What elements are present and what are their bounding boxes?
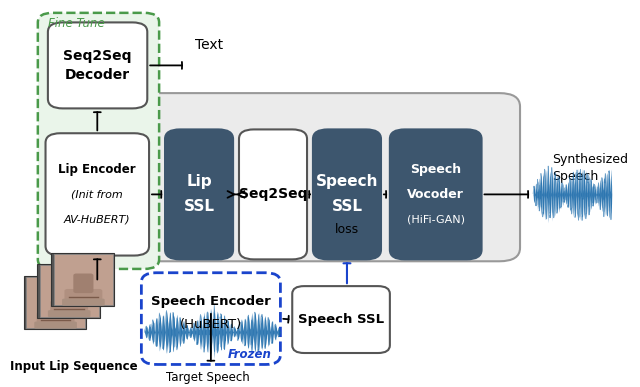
Text: Target Speech: Target Speech (166, 372, 250, 384)
FancyBboxPatch shape (45, 296, 66, 316)
Text: Speech: Speech (410, 163, 461, 176)
FancyBboxPatch shape (35, 322, 77, 329)
FancyBboxPatch shape (36, 312, 74, 326)
Text: Speech SSL: Speech SSL (298, 313, 384, 326)
FancyBboxPatch shape (313, 129, 381, 259)
Text: SSL: SSL (332, 199, 362, 214)
FancyBboxPatch shape (24, 276, 86, 329)
Text: Input Lip Sequence: Input Lip Sequence (10, 360, 137, 373)
Text: (Init from: (Init from (72, 189, 123, 199)
FancyBboxPatch shape (115, 93, 520, 261)
Text: (HiFi-GAN): (HiFi-GAN) (406, 214, 465, 224)
FancyBboxPatch shape (390, 129, 481, 259)
Text: Lip Encoder: Lip Encoder (58, 163, 136, 176)
FancyBboxPatch shape (165, 129, 233, 259)
FancyBboxPatch shape (59, 285, 79, 305)
Text: SSL: SSL (184, 199, 214, 214)
Text: Fine Tune: Fine Tune (49, 17, 105, 31)
FancyBboxPatch shape (26, 277, 85, 328)
FancyBboxPatch shape (48, 310, 90, 317)
FancyBboxPatch shape (74, 274, 93, 293)
Text: Frozen: Frozen (228, 348, 271, 361)
FancyBboxPatch shape (65, 289, 102, 303)
FancyBboxPatch shape (62, 299, 105, 306)
FancyBboxPatch shape (292, 286, 390, 353)
FancyBboxPatch shape (51, 300, 88, 315)
FancyBboxPatch shape (40, 265, 99, 317)
Text: Lip: Lip (186, 175, 212, 190)
Text: AV-HuBERT): AV-HuBERT) (64, 214, 131, 224)
Text: Speech: Speech (316, 175, 378, 190)
Text: Seq2Seq
Decoder: Seq2Seq Decoder (63, 49, 132, 82)
FancyBboxPatch shape (37, 264, 100, 318)
FancyBboxPatch shape (239, 129, 307, 259)
FancyBboxPatch shape (51, 253, 114, 307)
Text: Vocoder: Vocoder (407, 188, 464, 201)
Text: (HuBERT): (HuBERT) (180, 318, 242, 331)
Text: Speech Encoder: Speech Encoder (151, 295, 271, 308)
Text: loss: loss (335, 223, 359, 236)
FancyBboxPatch shape (38, 13, 159, 269)
FancyBboxPatch shape (54, 253, 113, 305)
FancyBboxPatch shape (48, 22, 147, 108)
FancyBboxPatch shape (45, 133, 149, 255)
Text: Seq2Seq: Seq2Seq (239, 187, 307, 201)
Text: Synthesized
Speech: Synthesized Speech (552, 152, 628, 183)
Text: Text: Text (195, 38, 223, 52)
FancyBboxPatch shape (141, 273, 280, 365)
